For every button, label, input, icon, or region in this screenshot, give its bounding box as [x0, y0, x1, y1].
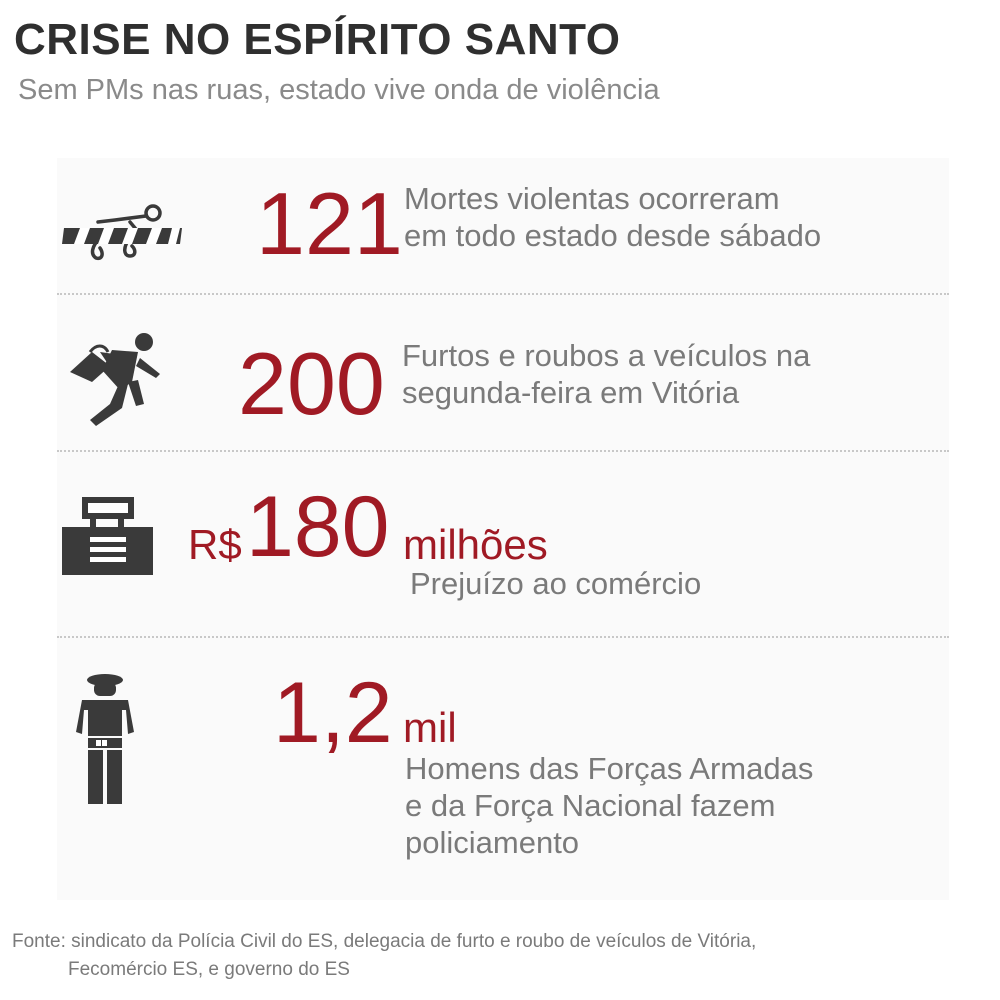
source-note: Fonte: sindicato da Polícia Civil do ES,… [12, 928, 756, 984]
stat-description-thefts: Furtos e roubos a veículos na segunda-fe… [402, 337, 810, 411]
stats-panel [57, 158, 949, 900]
soldier-icon [76, 674, 134, 804]
description-line: e da Força Nacional fazem [405, 788, 776, 823]
stat-description-troops: Homens das Forças Armadas e da Força Nac… [405, 750, 813, 861]
stat-value-losses: 180 [246, 479, 390, 575]
description-line: Mortes violentas ocorreram [404, 181, 780, 216]
crime-scene-body-icon [62, 204, 182, 261]
page-subtitle: Sem PMs nas ruas, estado vive onda de vi… [18, 74, 660, 106]
stat-unit-troops: mil [403, 704, 457, 751]
stat-unit-losses: milhões [403, 521, 548, 568]
description-line: Prejuízo ao comércio [410, 566, 702, 601]
description-line: Furtos e roubos a veículos na [402, 338, 811, 373]
source-line-2: Fecomércio ES, e governo do ES [68, 959, 350, 980]
page-title: CRISE NO ESPÍRITO SANTO [14, 15, 621, 64]
stat-description-deaths: Mortes violentas ocorreram em todo estad… [404, 180, 821, 254]
description-line: Homens das Forças Armadas [405, 751, 814, 786]
description-line: policiamento [405, 825, 580, 860]
stat-description-losses: Prejuízo ao comércio [410, 565, 701, 602]
description-line: em todo estado desde sábado [404, 218, 822, 253]
description-line: segunda-feira em Vitória [402, 375, 740, 410]
divider [57, 636, 949, 638]
source-line-1: Fonte: sindicato da Polícia Civil do ES,… [12, 931, 757, 952]
stat-value-troops: 1,2 [273, 665, 393, 761]
divider [57, 293, 949, 295]
thief-running-icon [70, 333, 160, 426]
stat-value-thefts: 200 [238, 334, 385, 433]
divider [57, 450, 949, 452]
shop-counter-icon [62, 497, 153, 575]
stat-prefix-currency: R$ [188, 521, 242, 568]
stat-value-deaths: 121 [256, 174, 403, 273]
